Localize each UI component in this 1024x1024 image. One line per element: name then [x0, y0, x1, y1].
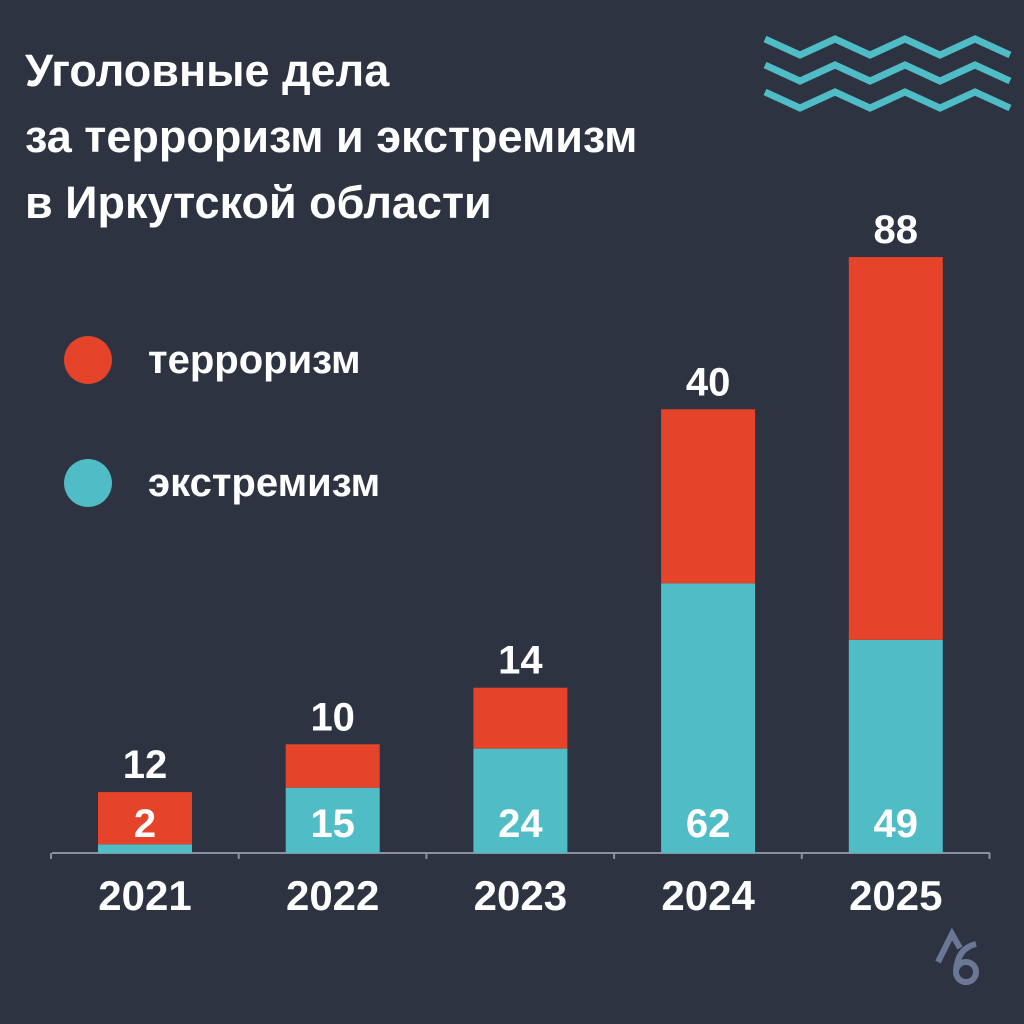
- data-label-extremism: 62: [686, 802, 731, 846]
- logo-icon-circle: [953, 959, 979, 985]
- chart-title: Уголовные дела за терроризм и экстремизм…: [25, 38, 637, 236]
- bar-terrorism: [661, 409, 756, 584]
- title-line: Уголовные дела: [25, 45, 390, 96]
- legend-swatch-terrorism: [64, 336, 112, 384]
- x-tick-label: 2024: [661, 872, 755, 919]
- data-label-terrorism: 40: [686, 360, 731, 404]
- bar-extremism: [473, 748, 568, 853]
- legend-item-extremism: экстремизм: [64, 459, 380, 507]
- logo-icon: [935, 927, 963, 964]
- x-tick-label: 2022: [286, 872, 379, 919]
- bar-extremism: [285, 787, 380, 853]
- bar-extremism: [848, 639, 943, 853]
- bar-extremism: [661, 583, 756, 853]
- legend-item-terrorism: терроризм: [64, 336, 361, 384]
- data-label-extremism: 49: [874, 802, 919, 846]
- data-label-terrorism: 14: [498, 639, 543, 683]
- bar-terrorism: [285, 744, 380, 788]
- zigzag-line: [763, 88, 1012, 112]
- bar-terrorism: [98, 792, 192, 845]
- zigzag-line: [763, 61, 1012, 85]
- data-label-extremism: 24: [498, 802, 543, 846]
- x-tick-label: 2025: [849, 872, 942, 919]
- title-line: в Иркутской области: [25, 177, 492, 228]
- x-tick-label: 2021: [98, 872, 191, 919]
- legend-swatch-extremism: [64, 459, 112, 507]
- bar-terrorism: [848, 257, 943, 640]
- bar-extremism: [98, 844, 192, 853]
- legend-label: экстремизм: [148, 460, 381, 505]
- data-label-terrorism: 12: [123, 743, 168, 787]
- data-label-extremism: 15: [310, 802, 355, 846]
- data-label-extremism: 2: [134, 802, 156, 846]
- data-label-terrorism: 88: [874, 208, 919, 252]
- title-line: за терроризм и экстремизм: [25, 111, 638, 162]
- legend-label: терроризм: [148, 337, 361, 382]
- x-tick-label: 2023: [474, 872, 567, 919]
- zigzag-line: [763, 35, 1012, 59]
- data-label-terrorism: 10: [310, 695, 355, 739]
- logo-icon-stroke: [953, 941, 977, 971]
- bar-terrorism: [473, 687, 568, 749]
